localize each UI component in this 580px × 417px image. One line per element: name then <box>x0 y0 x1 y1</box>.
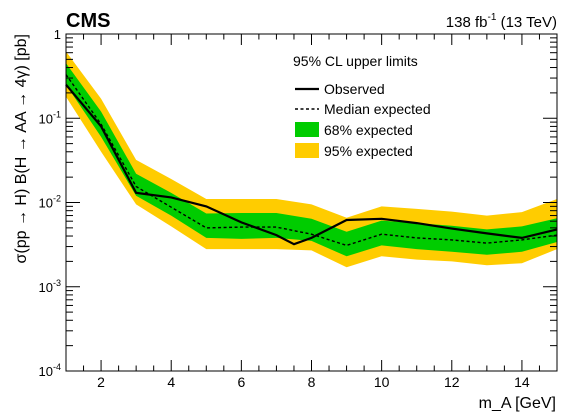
band-68-expected <box>66 63 557 257</box>
legend-header: 95% CL upper limits <box>293 53 418 69</box>
legend: 95% CL upper limits Observed Median expe… <box>293 53 431 159</box>
uncertainty-bands <box>66 51 557 268</box>
x-tick-label: 10 <box>374 374 390 390</box>
legend-95-swatch <box>295 143 319 158</box>
y-axis-label: σ(pp → H) B(H → AA → 4γ) [pb] <box>13 34 30 264</box>
y-tick-base: 10 <box>39 196 53 211</box>
limit-curves <box>65 74 558 247</box>
y-tick-label: 10-2 <box>39 194 61 211</box>
x-tick-label: 8 <box>308 374 316 390</box>
x-tick-label: 12 <box>444 374 460 390</box>
y-tick-exponent: -2 <box>53 194 61 204</box>
luminosity-label: 138 fb-1 (13 TeV) <box>446 12 557 31</box>
y-tick-exponent: -3 <box>53 278 61 288</box>
y-tick-base: 10 <box>39 364 53 379</box>
x-tick-label: 2 <box>97 374 105 390</box>
legend-68-swatch <box>295 122 319 137</box>
x-axis: 2 4 6 8 10 12 14 <box>65 34 558 390</box>
legend-68-label: 68% expected <box>324 122 413 138</box>
x-axis-label-text: m_A [GeV] <box>479 395 556 412</box>
x-tick-label: 6 <box>237 374 245 390</box>
y-tick-label: 1 <box>54 27 61 42</box>
y-tick-base: 1 <box>54 27 61 42</box>
legend-observed-label: Observed <box>324 81 385 97</box>
y-tick-exponent: -4 <box>53 362 61 372</box>
observed-line <box>65 83 558 246</box>
y-tick-label: 10-1 <box>39 109 61 126</box>
legend-expected-label: Median expected <box>324 101 431 117</box>
lumi-value: 138 fb <box>446 14 488 31</box>
experiment-label: CMS <box>66 10 110 32</box>
y-tick-exponent: -1 <box>53 109 61 119</box>
y-tick-base: 10 <box>39 280 53 295</box>
y-tick-label: 10-4 <box>39 362 61 379</box>
lumi-exponent: -1 <box>488 12 497 23</box>
x-tick-label: 14 <box>514 374 530 390</box>
y-tick-label: 10-3 <box>39 278 61 295</box>
y-tick-base: 10 <box>39 111 53 126</box>
x-tick-label: 4 <box>167 374 175 390</box>
energy-label: (13 TeV) <box>496 14 557 31</box>
y-axis: 10-410-310-210-11 <box>39 27 557 379</box>
legend-95-label: 95% expected <box>324 143 413 159</box>
x-axis-label: m_A [GeV] <box>479 395 556 412</box>
